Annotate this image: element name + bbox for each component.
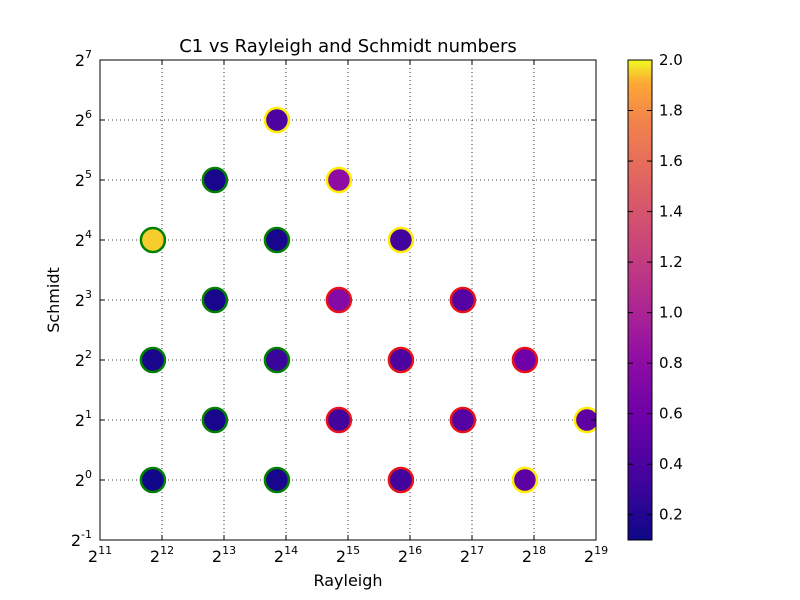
chart-title: C1 vs Rayleigh and Schmidt numbers [179, 36, 517, 57]
x-axis-label: Rayleigh [313, 571, 382, 590]
data-point [139, 346, 167, 374]
data-point [387, 466, 415, 494]
y-tick-label: 26 [75, 108, 92, 130]
y-tick-label: 20 [75, 468, 92, 490]
colorbar-tick-label: 0.4 [659, 455, 683, 473]
y-tick-label: 21 [75, 408, 92, 430]
data-point [325, 166, 353, 194]
data-point [263, 466, 291, 494]
x-tick-label: 219 [584, 544, 608, 566]
y-tick-label: 23 [75, 288, 92, 310]
data-point [139, 226, 167, 254]
colorbar-tick-label: 1.2 [659, 253, 683, 271]
data-point [325, 406, 353, 434]
x-tick-label: 213 [212, 544, 236, 566]
x-tick-label: 215 [336, 544, 360, 566]
x-tick-label: 217 [460, 544, 484, 566]
data-point [573, 406, 596, 434]
axis-ticks: 211 212 213 214 215 216 217 218 219 2-1 20 21 22 23 24… [71, 48, 608, 566]
data-point [325, 286, 353, 314]
colorbar-tick-label: 0.6 [659, 405, 683, 423]
data-point [263, 226, 291, 254]
data-point [201, 166, 229, 194]
colorbar-tick-label: 0.2 [659, 506, 683, 524]
data-point [263, 106, 291, 134]
y-tick-label: 27 [75, 48, 92, 70]
colorbar-tick-label: 1.0 [659, 304, 683, 322]
y-tick-label: 25 [75, 168, 92, 190]
colorbar-tick-label: 1.6 [659, 152, 683, 170]
y-axis-label: Schmidt [44, 267, 63, 333]
colorbar-tick-label: 0.8 [659, 354, 683, 372]
data-point [387, 226, 415, 254]
data-point [139, 466, 167, 494]
x-tick-label: 212 [150, 544, 174, 566]
data-points [139, 106, 596, 494]
y-tick-label: 24 [75, 228, 92, 250]
data-point [511, 466, 539, 494]
colorbar-tick-label: 2.0 [659, 51, 683, 69]
colorbar: 0.2 0.4 0.6 0.8 1.0 1.2 1.4 1.6 1.8 2.0 [627, 51, 683, 541]
data-point [449, 406, 477, 434]
data-point [449, 286, 477, 314]
x-tick-label: 211 [88, 544, 112, 566]
data-point [263, 346, 291, 374]
colorbar-tick-label: 1.8 [659, 102, 683, 120]
colorbar-gradient [627, 59, 653, 541]
data-point [201, 406, 229, 434]
y-tick-label: 2-1 [71, 528, 92, 550]
x-tick-label: 218 [522, 544, 546, 566]
data-point [387, 346, 415, 374]
y-tick-label: 22 [75, 348, 92, 370]
x-tick-label: 214 [274, 544, 298, 566]
x-tick-label: 216 [398, 544, 422, 566]
data-point [201, 286, 229, 314]
colorbar-ticks: 0.2 0.4 0.6 0.8 1.0 1.2 1.4 1.6 1.8 2.0 [628, 51, 683, 524]
data-point [511, 346, 539, 374]
colorbar-tick-label: 1.4 [659, 203, 683, 221]
